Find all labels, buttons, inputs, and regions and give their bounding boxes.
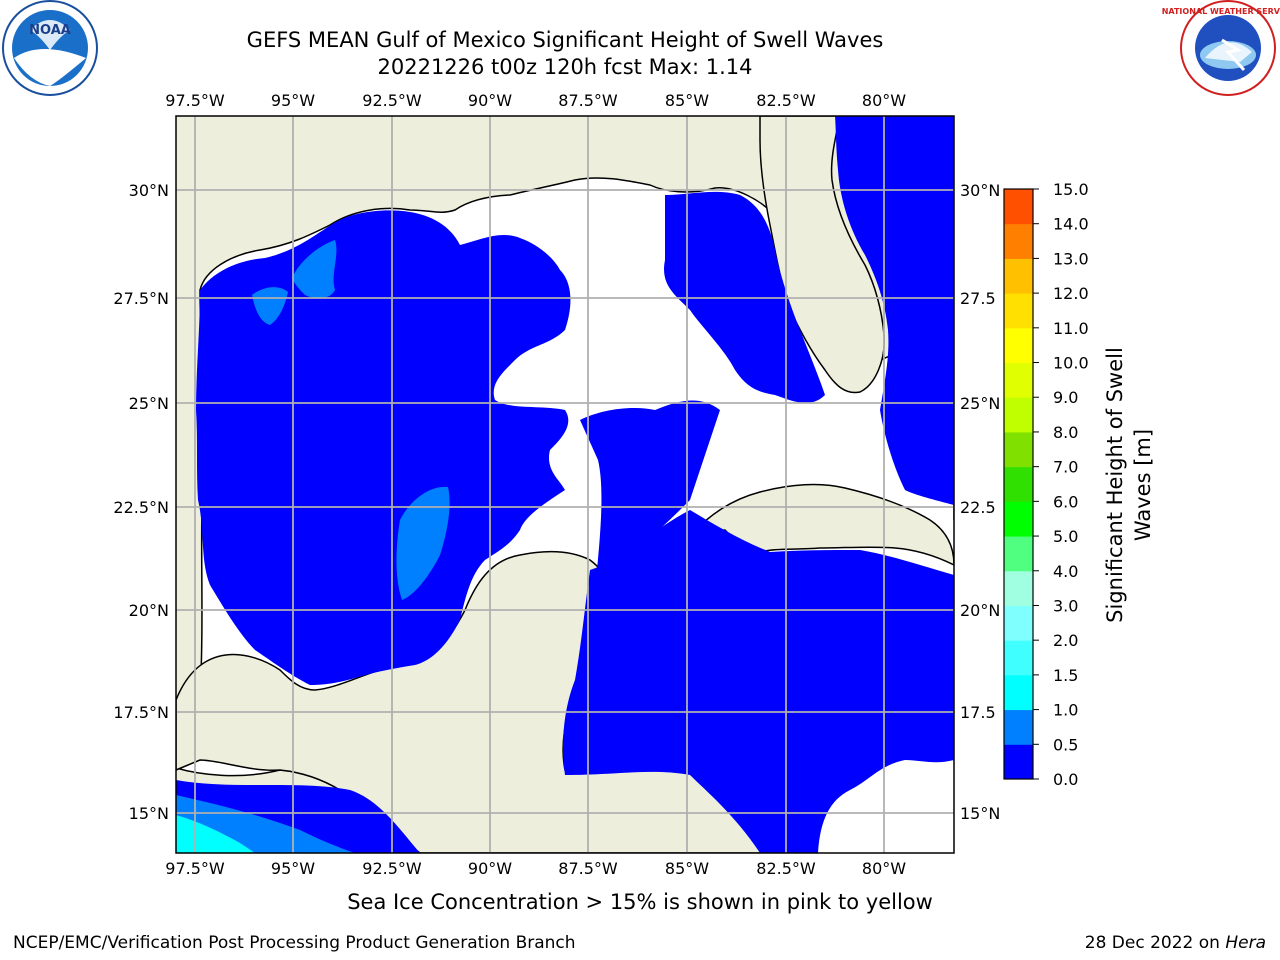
colorbar-segment bbox=[1004, 640, 1033, 676]
lon-label-top: 82.5°W bbox=[756, 91, 816, 110]
colorbar-segment bbox=[1004, 536, 1033, 572]
colorbar-segment bbox=[1004, 431, 1033, 468]
colorbar-tick-label: 8.0 bbox=[1053, 423, 1078, 442]
colorbar-ticks: 15.0 14.0 13.0 12.0 11.0 10.0 9.0 8.0 7.0 6.0 5.0 4… bbox=[1033, 180, 1089, 789]
colorbar-segment bbox=[1004, 397, 1033, 433]
colorbar-segment bbox=[1004, 605, 1033, 641]
colorbar-label-2: Waves [m] bbox=[1131, 429, 1155, 541]
lat-label-right: 20°N bbox=[960, 601, 1000, 620]
swell-field-caribbean bbox=[563, 510, 954, 853]
lon-label-top: 80°W bbox=[862, 91, 906, 110]
map-title: GEFS MEAN Gulf of Mexico Significant Hei… bbox=[246, 28, 884, 52]
colorbar-segment bbox=[1004, 466, 1033, 502]
colorbar-segment bbox=[1004, 501, 1033, 537]
lon-label-bottom: 87.5°W bbox=[558, 859, 618, 878]
swell-field-atlantic bbox=[835, 116, 954, 505]
florida-land bbox=[759, 116, 885, 394]
host-name: Hera bbox=[1225, 933, 1266, 953]
colorbar-tick-label: 9.0 bbox=[1053, 388, 1078, 407]
colorbar-tick-label: 11.0 bbox=[1053, 319, 1089, 338]
lon-label-top: 87.5°W bbox=[558, 91, 618, 110]
lon-label-bottom: 95°W bbox=[271, 859, 315, 878]
map-frame bbox=[175, 115, 955, 854]
lat-label-left: 15°N bbox=[129, 804, 169, 823]
colorbar-tick-label: 1.0 bbox=[1053, 701, 1078, 720]
date-stamp: 28 Dec 2022 on Hera bbox=[1085, 933, 1266, 953]
swell-field-low bbox=[196, 210, 571, 685]
lat-labels-right: 30°N 27.5 25°N 22.5 20°N 17.5 15°N bbox=[960, 181, 1000, 823]
lon-label-top: 97.5°W bbox=[165, 91, 225, 110]
colorbar-tick-label: 5.0 bbox=[1053, 527, 1078, 546]
lat-label-left: 30°N bbox=[129, 181, 169, 200]
colorbar bbox=[1003, 188, 1034, 780]
nws-logo: NATIONAL WEATHER SERVICE bbox=[1162, 0, 1280, 96]
colorbar-segment bbox=[1004, 223, 1033, 259]
nws-logo-text: NATIONAL WEATHER SERVICE bbox=[1162, 7, 1280, 16]
lat-label-left: 17.5°N bbox=[113, 703, 169, 722]
colorbar-segment bbox=[1004, 362, 1033, 398]
colorbar-label: Significant Height of Swell bbox=[1103, 347, 1127, 623]
colorbar-tick-label: 7.0 bbox=[1053, 458, 1078, 477]
lon-label-top: 90°W bbox=[468, 91, 512, 110]
swell-field-mid-2 bbox=[252, 287, 288, 325]
colorbar-frame bbox=[1003, 188, 1034, 780]
colorbar-segment bbox=[1004, 674, 1033, 711]
lat-label-right: 15°N bbox=[960, 804, 1000, 823]
colorbar-tick-label: 3.0 bbox=[1053, 596, 1078, 615]
colorbar-tick-label: 10.0 bbox=[1053, 354, 1089, 373]
lat-label-right: 17.5 bbox=[960, 703, 996, 722]
colorbar-segment bbox=[1004, 327, 1033, 364]
lon-label-top: 95°W bbox=[271, 91, 315, 110]
lon-label-bottom: 80°W bbox=[862, 859, 906, 878]
colorbar-segment bbox=[1004, 258, 1033, 294]
colorbar-tick-label: 0.5 bbox=[1053, 735, 1078, 754]
lon-labels-top: 97.5°W 95°W 92.5°W 90°W 87.5°W 85°W 82.5°W 80°W bbox=[165, 91, 906, 110]
lon-label-bottom: 92.5°W bbox=[362, 859, 422, 878]
colorbar-tick-label: 0.0 bbox=[1053, 770, 1078, 789]
swell-field-mid-1 bbox=[292, 240, 337, 299]
colorbar-segment bbox=[1004, 709, 1033, 745]
lat-label-left: 22.5°N bbox=[113, 498, 169, 517]
colorbar-segment bbox=[1004, 570, 1033, 606]
credit-line: NCEP/EMC/Verification Post Processing Pr… bbox=[13, 933, 576, 953]
noaa-logo-text: NOAA bbox=[29, 23, 71, 38]
date-text: 28 Dec 2022 on bbox=[1084, 933, 1226, 953]
map-area bbox=[176, 116, 954, 853]
lat-label-right: 22.5 bbox=[960, 498, 996, 517]
lat-label-right: 25°N bbox=[960, 394, 1000, 413]
lat-label-right: 30°N bbox=[960, 181, 1000, 200]
lon-label-bottom: 85°W bbox=[665, 859, 709, 878]
colorbar-tick-label: 2.0 bbox=[1053, 631, 1078, 650]
lon-label-bottom: 82.5°W bbox=[756, 859, 816, 878]
lat-label-left: 25°N bbox=[129, 394, 169, 413]
colorbar-tick-label: 1.5 bbox=[1053, 666, 1078, 685]
colorbar-tick-label: 13.0 bbox=[1053, 249, 1089, 268]
graticule bbox=[176, 116, 954, 853]
lon-label-top: 85°W bbox=[665, 91, 709, 110]
colorbar-segment bbox=[1004, 744, 1033, 780]
lon-labels-bottom: 97.5°W 95°W 92.5°W 90°W 87.5°W 85°W 82.5°W 80°W bbox=[165, 859, 906, 878]
lon-label-bottom: 97.5°W bbox=[165, 859, 225, 878]
lat-label-left: 27.5°N bbox=[113, 289, 169, 308]
colorbar-tick-label: 14.0 bbox=[1053, 215, 1089, 234]
lat-label-left: 20°N bbox=[129, 601, 169, 620]
colorbar-tick-label: 4.0 bbox=[1053, 562, 1078, 581]
noaa-logo: NOAA bbox=[2, 0, 98, 96]
swell-field-central bbox=[580, 400, 720, 590]
lon-label-bottom: 90°W bbox=[468, 859, 512, 878]
lon-label-top: 92.5°W bbox=[362, 91, 422, 110]
swell-field-mid-3 bbox=[396, 486, 450, 600]
colorbar-tick-label: 12.0 bbox=[1053, 284, 1089, 303]
colorbar-segment bbox=[1004, 189, 1033, 225]
colorbar-tick-label: 15.0 bbox=[1053, 180, 1089, 199]
sea-ice-note: Sea Ice Concentration > 15% is shown in … bbox=[347, 890, 933, 914]
colorbar-tick-label: 6.0 bbox=[1053, 492, 1078, 511]
lat-label-right: 27.5 bbox=[960, 289, 996, 308]
colorbar-segment bbox=[1004, 293, 1033, 329]
map-subtitle: 20221226 t00z 120h fcst Max: 1.14 bbox=[377, 55, 753, 79]
lat-labels-left: 30°N 27.5°N 25°N 22.5°N 20°N 17.5°N 15°N bbox=[113, 181, 169, 823]
